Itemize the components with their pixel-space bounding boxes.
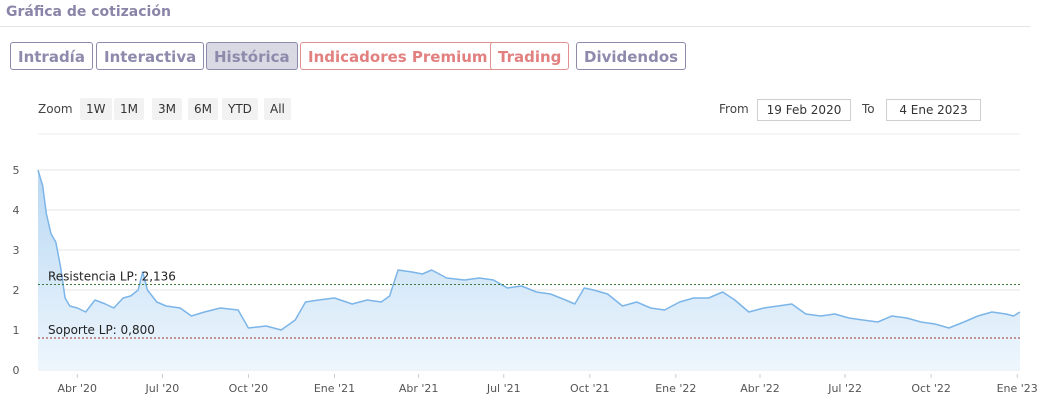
tab-intradia[interactable]: Intradía: [10, 42, 93, 70]
zoom-1m-button[interactable]: 1M: [114, 98, 144, 120]
to-label: To: [862, 102, 875, 116]
tab-trading[interactable]: Trading: [490, 42, 570, 70]
tab-dividendos[interactable]: Dividendos: [576, 42, 687, 70]
y-tick-label: 2: [13, 284, 20, 297]
x-tick-label: Jul '20: [144, 382, 179, 395]
zoom-1w-button[interactable]: 1W: [80, 98, 112, 120]
y-tick-label: 0: [13, 364, 20, 377]
x-tick-label: Jul '21: [486, 382, 521, 395]
support-label: Soporte LP: 0,800: [48, 323, 155, 337]
resistance-label: Resistencia LP: 2,136: [48, 270, 176, 284]
price-area-fill: [38, 170, 1020, 370]
x-tick-label: Abr '21: [399, 382, 439, 395]
title-divider: [0, 26, 1030, 27]
x-tick-label: Oct '22: [911, 382, 951, 395]
to-date-input[interactable]: 4 Ene 2023: [886, 99, 981, 121]
x-tick-label: Ene '21: [314, 382, 355, 395]
chart-section-title: Gráfica de cotización: [6, 4, 171, 20]
y-tick-label: 1: [13, 324, 20, 337]
zoom-ytd-button[interactable]: YTD: [222, 98, 258, 120]
zoom-6m-button[interactable]: 6M: [188, 98, 218, 120]
x-tick-label: Oct '21: [570, 382, 610, 395]
from-label: From: [719, 102, 749, 116]
x-tick-label: Oct '20: [229, 382, 269, 395]
from-date-input[interactable]: 19 Feb 2020: [757, 99, 851, 121]
zoom-label: Zoom: [38, 102, 73, 116]
tab-interactiva[interactable]: Interactiva: [96, 42, 205, 70]
x-tick-label: Abr '22: [740, 382, 780, 395]
y-tick-label: 4: [13, 204, 20, 217]
y-tick-label: 5: [13, 164, 20, 177]
x-tick-label: Abr '20: [57, 382, 97, 395]
zoom-3m-button[interactable]: 3M: [152, 98, 182, 120]
x-tick-label: Ene '23: [997, 382, 1038, 395]
zoom-all-button[interactable]: All: [264, 98, 291, 120]
y-tick-label: 3: [13, 244, 20, 257]
x-tick-label: Ene '22: [655, 382, 696, 395]
tab-historica[interactable]: Histórica: [206, 42, 298, 70]
x-tick-label: Jul '22: [827, 382, 862, 395]
tab-indicadores-premium[interactable]: Indicadores Premium: [300, 42, 496, 70]
